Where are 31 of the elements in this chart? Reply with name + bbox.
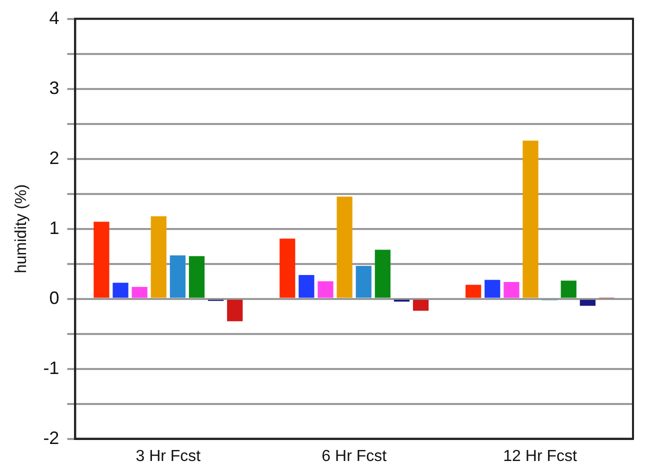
y-axis-title: humidity (%): [13, 184, 30, 274]
bar: [356, 266, 372, 298]
bar: [227, 300, 243, 322]
bar: [280, 238, 296, 298]
bar: [374, 250, 391, 298]
y-tick-label: -2: [43, 428, 60, 448]
bar: [170, 255, 186, 298]
bar: [504, 282, 520, 298]
y-tick-label: 0: [49, 288, 60, 308]
y-tick-label: 4: [49, 8, 60, 28]
bar: [112, 282, 128, 298]
bar: [188, 256, 205, 298]
bar: [412, 300, 429, 311]
y-tick-label: 3: [49, 78, 60, 98]
bar: [522, 140, 538, 298]
bar: [94, 222, 110, 298]
x-tick-label: 6 Hr Fcst: [322, 448, 388, 465]
bar: [298, 275, 314, 298]
bar: [132, 286, 148, 298]
bar: [560, 280, 576, 298]
y-tick-label: 1: [49, 218, 60, 238]
bar: [336, 196, 352, 298]
bar: [466, 284, 482, 298]
x-tick-label: 3 Hr Fcst: [136, 448, 202, 465]
y-tick-label: 2: [49, 148, 60, 168]
bar: [150, 216, 166, 298]
y-tick-label: -1: [43, 358, 60, 378]
bar: [318, 281, 334, 298]
x-tick-label: 12 Hr Fcst: [503, 448, 578, 465]
bar: [580, 300, 596, 306]
bar: [484, 280, 500, 298]
